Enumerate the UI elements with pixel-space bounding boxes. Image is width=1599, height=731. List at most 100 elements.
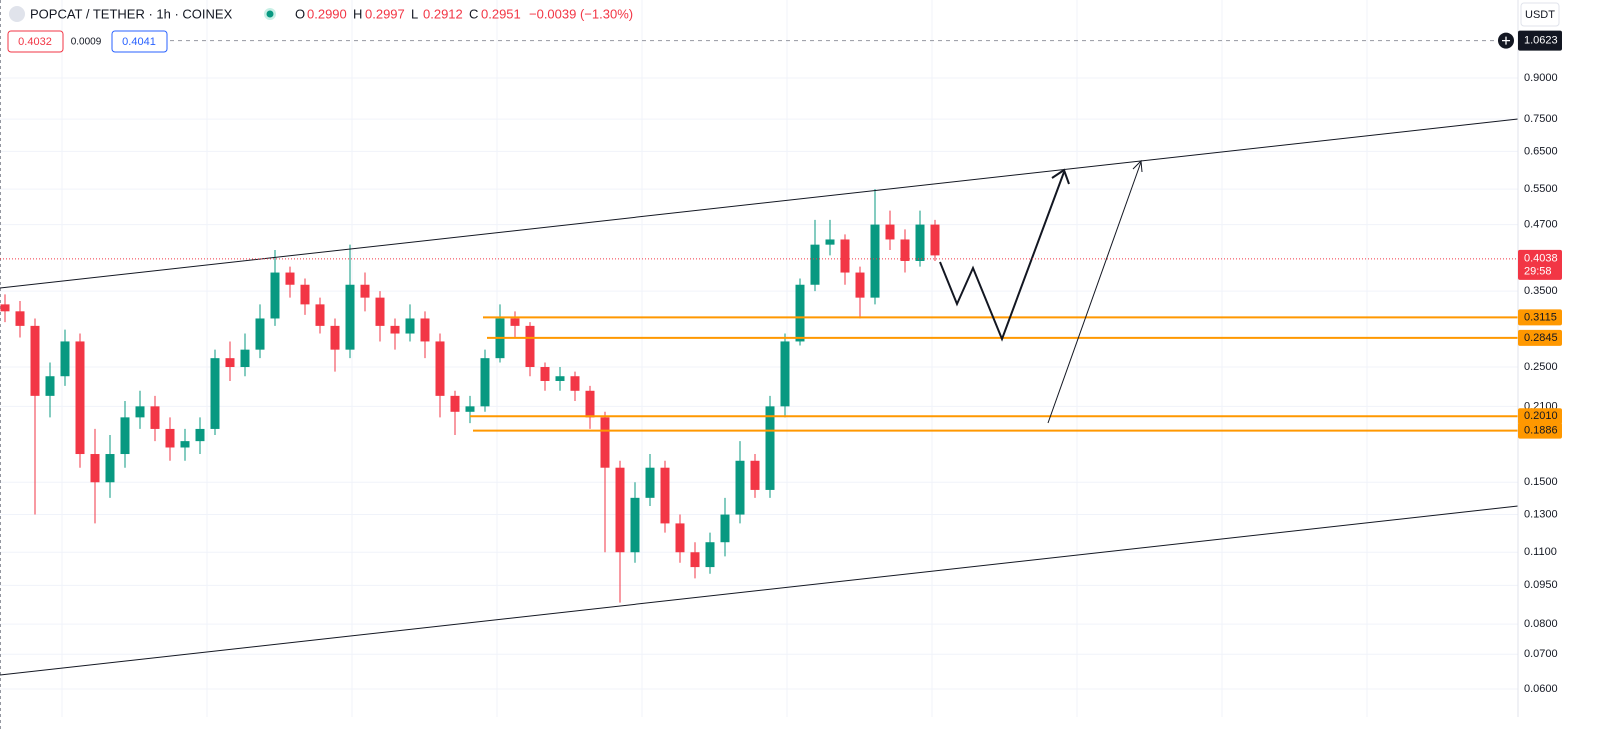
candle-body xyxy=(720,514,730,543)
candle-body xyxy=(225,358,235,368)
candle-body xyxy=(585,390,595,418)
candle-body xyxy=(210,358,220,429)
candle-body xyxy=(555,376,565,381)
trade-buttons: 0.4032 0.0009 0.4041 xyxy=(7,30,168,53)
candle-body xyxy=(270,272,280,319)
candle-body xyxy=(120,417,130,455)
ohlc-key: O xyxy=(295,6,305,21)
candle-body xyxy=(750,460,760,490)
candle-body xyxy=(915,224,925,261)
candle-body xyxy=(90,454,100,483)
candle-body xyxy=(675,523,685,553)
add-icon xyxy=(1502,36,1510,45)
buy-button[interactable] xyxy=(111,30,168,53)
drawings xyxy=(0,118,1519,676)
candle-body xyxy=(240,349,250,368)
candle-body xyxy=(855,272,865,298)
candle-body xyxy=(900,239,910,261)
channel-lower xyxy=(0,505,1519,676)
candle-body xyxy=(375,297,385,326)
y-tick-label: 0.0700 xyxy=(1524,648,1558,660)
level-label: 0.2010 xyxy=(1524,410,1558,422)
y-tick-label: 0.0950 xyxy=(1524,579,1558,591)
candles xyxy=(0,189,940,603)
candle-body xyxy=(660,467,670,524)
currency-button[interactable] xyxy=(1520,2,1560,27)
y-tick-label: 0.0600 xyxy=(1524,683,1558,695)
candle-body xyxy=(75,341,85,455)
sell-button[interactable] xyxy=(7,30,64,53)
candle-body xyxy=(435,341,445,396)
candle-body xyxy=(600,417,610,468)
candle-body xyxy=(705,542,715,568)
change: −0.0039 (−1.30%) xyxy=(529,6,633,21)
candle-body xyxy=(195,428,205,442)
y-tick-label: 0.6500 xyxy=(1524,145,1558,157)
candle-body xyxy=(630,497,640,553)
candle-body xyxy=(330,325,340,350)
sell-price[interactable]: 0.4032 xyxy=(18,36,52,48)
y-tick-label: 0.1300 xyxy=(1524,508,1558,520)
ohlc-key: C xyxy=(469,6,478,21)
candle-body xyxy=(570,376,580,391)
last-price-box xyxy=(1518,249,1562,280)
ohlc-value: 0.2990 xyxy=(307,6,347,21)
candle-body xyxy=(30,325,40,396)
ohlc-value: 0.2951 xyxy=(481,6,521,21)
candle-body xyxy=(840,239,850,273)
path-projection xyxy=(939,171,1065,342)
level-label: 0.3115 xyxy=(1524,311,1557,323)
candle-body xyxy=(870,224,880,298)
symbol-title[interactable]: POPCAT / TETHER · 1h · COINEX xyxy=(30,6,233,21)
candle-body xyxy=(390,325,400,334)
top-price-label: 1.0623 xyxy=(1524,35,1558,47)
candle-body xyxy=(825,239,835,245)
candle-body xyxy=(480,358,490,407)
y-tick-label: 0.1100 xyxy=(1524,546,1557,558)
y-tick-label: 0.2500 xyxy=(1524,361,1558,373)
candle-body xyxy=(690,552,700,568)
last-price-label: 0.4038 xyxy=(1524,253,1558,265)
header: POPCAT / TETHER · 1h · COINEX O 0.2990 H 0.… xyxy=(9,6,633,22)
candle-body xyxy=(15,311,25,326)
arrow-head xyxy=(1051,168,1070,185)
candle-body xyxy=(285,272,295,285)
candle-body xyxy=(255,318,265,350)
candle-body xyxy=(525,325,535,368)
candle-body xyxy=(0,304,10,312)
candle-body xyxy=(135,406,145,418)
level-box xyxy=(1518,422,1562,439)
candle-body xyxy=(765,406,775,490)
candle-body xyxy=(405,318,415,334)
y-tick-label: 0.9000 xyxy=(1524,72,1558,84)
candle-body xyxy=(60,341,70,377)
candle-body xyxy=(450,395,460,412)
candle-body xyxy=(795,284,805,342)
candle-body xyxy=(510,318,520,326)
candle-body xyxy=(360,284,370,298)
candle-body xyxy=(810,244,820,285)
candle-body xyxy=(615,467,625,553)
ohlc-value: 0.2997 xyxy=(365,6,405,21)
y-tick-label: 0.1500 xyxy=(1524,476,1558,488)
candle-body xyxy=(105,454,115,483)
level-box xyxy=(1518,329,1562,346)
y-tick-label: 0.0800 xyxy=(1524,618,1558,630)
arrow-line xyxy=(1047,161,1142,424)
buy-price[interactable]: 0.4041 xyxy=(122,36,156,48)
currency[interactable]: USDT xyxy=(1525,9,1555,21)
grid xyxy=(0,77,1518,690)
y-tick-label: 0.7500 xyxy=(1524,113,1558,125)
countdown: 29:58 xyxy=(1524,266,1552,278)
arrow-head xyxy=(1132,159,1143,173)
candle-body xyxy=(420,318,430,342)
candle-body xyxy=(930,224,940,256)
candle-body xyxy=(885,224,895,240)
ohlc-key: L xyxy=(411,6,418,21)
level-label: 0.1886 xyxy=(1524,425,1558,437)
candle-body xyxy=(150,406,160,429)
y-tick-label: 0.3500 xyxy=(1524,285,1558,297)
level-label: 0.2845 xyxy=(1524,332,1558,344)
